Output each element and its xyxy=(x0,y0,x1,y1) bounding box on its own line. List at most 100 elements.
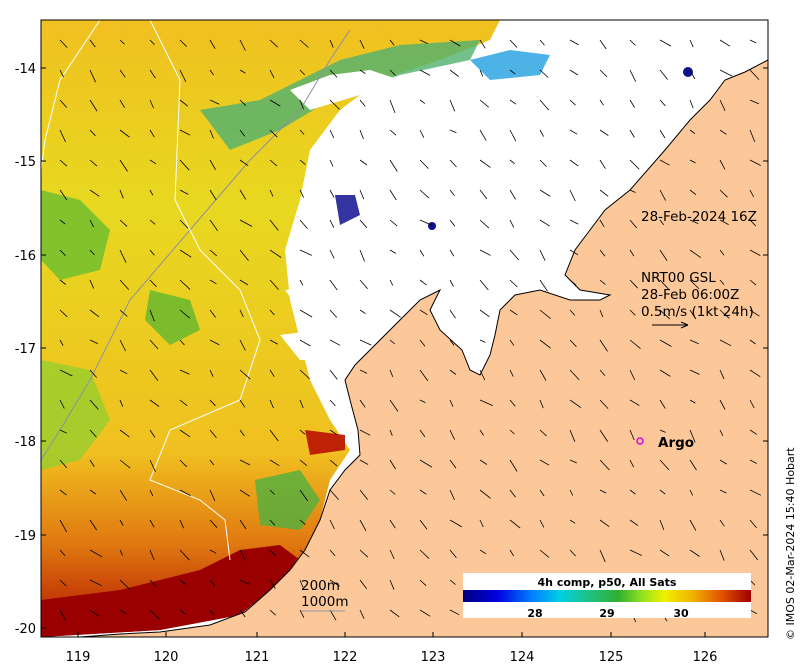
land xyxy=(79,59,768,637)
current-vector xyxy=(119,309,128,317)
current-vector xyxy=(479,219,490,229)
isobath-1000m xyxy=(149,20,261,561)
current-vector xyxy=(449,129,457,134)
current-vector xyxy=(89,489,97,495)
current-vector xyxy=(539,549,550,558)
island xyxy=(683,67,693,77)
current-vector xyxy=(569,189,576,202)
current-vector xyxy=(59,159,68,167)
current-vector xyxy=(689,369,700,375)
current-vector xyxy=(689,189,697,196)
colorbar-tick: 30 xyxy=(673,607,689,620)
current-vector xyxy=(299,159,306,165)
current-vector xyxy=(269,279,279,290)
current-vector xyxy=(89,39,96,48)
current-vector xyxy=(629,159,640,170)
current-vector xyxy=(149,609,160,620)
current-vector xyxy=(599,399,609,409)
current-vector xyxy=(449,219,456,227)
lon-tick-label: 123 xyxy=(421,650,446,665)
current-vector xyxy=(629,189,636,193)
current-vector xyxy=(389,429,393,436)
lon-axis: 119 120 121 122 123 124 125 126 xyxy=(66,632,718,665)
current-vector xyxy=(149,549,155,561)
current-vector xyxy=(749,309,760,317)
colorbar: 4h comp, p50, All Sats 28 29 30 xyxy=(463,573,751,620)
current-vector xyxy=(179,339,185,346)
current-vector xyxy=(659,429,666,433)
current-vector xyxy=(509,39,518,48)
current-vector xyxy=(269,309,275,316)
current-vector xyxy=(359,339,372,346)
current-vector xyxy=(449,339,455,346)
current-vector xyxy=(329,579,340,587)
current-vector xyxy=(659,69,669,80)
current-vector xyxy=(269,609,276,616)
current-vector xyxy=(539,489,545,497)
current-vector xyxy=(749,69,760,80)
current-vector xyxy=(569,519,576,524)
current-vector xyxy=(209,519,218,528)
current-vector xyxy=(269,579,276,589)
current-vector xyxy=(299,489,309,502)
current-vector xyxy=(749,459,757,464)
current-vector xyxy=(209,399,216,407)
current-vector xyxy=(449,399,454,407)
current-vector xyxy=(629,519,639,527)
current-vector xyxy=(149,399,160,407)
current-vector xyxy=(299,129,305,135)
current-vector xyxy=(269,459,280,467)
current-vector xyxy=(389,519,396,529)
current-vector xyxy=(569,429,576,442)
current-vector xyxy=(749,219,756,227)
current-vector xyxy=(449,609,460,616)
current-vector xyxy=(449,69,459,77)
lon-tick-label: 126 xyxy=(693,650,718,665)
current-vector xyxy=(119,249,127,263)
current-vector xyxy=(449,459,457,469)
current-vector xyxy=(209,339,220,346)
current-vector xyxy=(239,99,247,106)
current-vector xyxy=(689,309,697,320)
current-vector xyxy=(269,519,276,526)
current-vector xyxy=(389,219,398,227)
current-vector xyxy=(599,459,610,471)
current-vector xyxy=(299,309,313,318)
current-vector xyxy=(149,519,155,528)
current-vector xyxy=(449,99,456,112)
current-vector xyxy=(659,399,666,409)
current-vector xyxy=(359,249,365,262)
current-vector xyxy=(749,249,761,256)
current-vector xyxy=(149,99,154,109)
current-vector xyxy=(569,459,577,464)
current-vector xyxy=(509,279,518,288)
current-vector xyxy=(599,219,605,228)
current-vector xyxy=(689,549,700,557)
current-vector xyxy=(749,429,758,435)
current-vector xyxy=(599,429,609,442)
current-vector xyxy=(419,69,431,76)
lat-tick-label: -18 xyxy=(15,435,36,450)
current-vector xyxy=(539,249,546,261)
current-vector xyxy=(149,369,159,382)
current-vector xyxy=(509,189,516,200)
current-vector xyxy=(149,339,159,350)
current-vector xyxy=(59,249,66,256)
current-vector xyxy=(239,249,249,261)
current-vector xyxy=(149,579,157,588)
current-vector xyxy=(239,189,247,200)
current-vector xyxy=(59,99,67,108)
current-vector xyxy=(689,399,696,404)
current-vector xyxy=(359,39,365,49)
current-vector xyxy=(209,159,216,170)
current-vector xyxy=(119,159,128,172)
current-vector xyxy=(449,309,456,319)
current-vector xyxy=(59,369,73,377)
credit-label: © IMOS 02-Mar-2024 15:40 Hobart xyxy=(784,447,797,640)
current-vector xyxy=(629,249,635,257)
lat-tick-label: -17 xyxy=(15,342,36,357)
current-vector xyxy=(59,309,68,318)
current-vector xyxy=(89,309,100,318)
current-vector xyxy=(329,519,335,530)
current-vector xyxy=(449,369,457,375)
